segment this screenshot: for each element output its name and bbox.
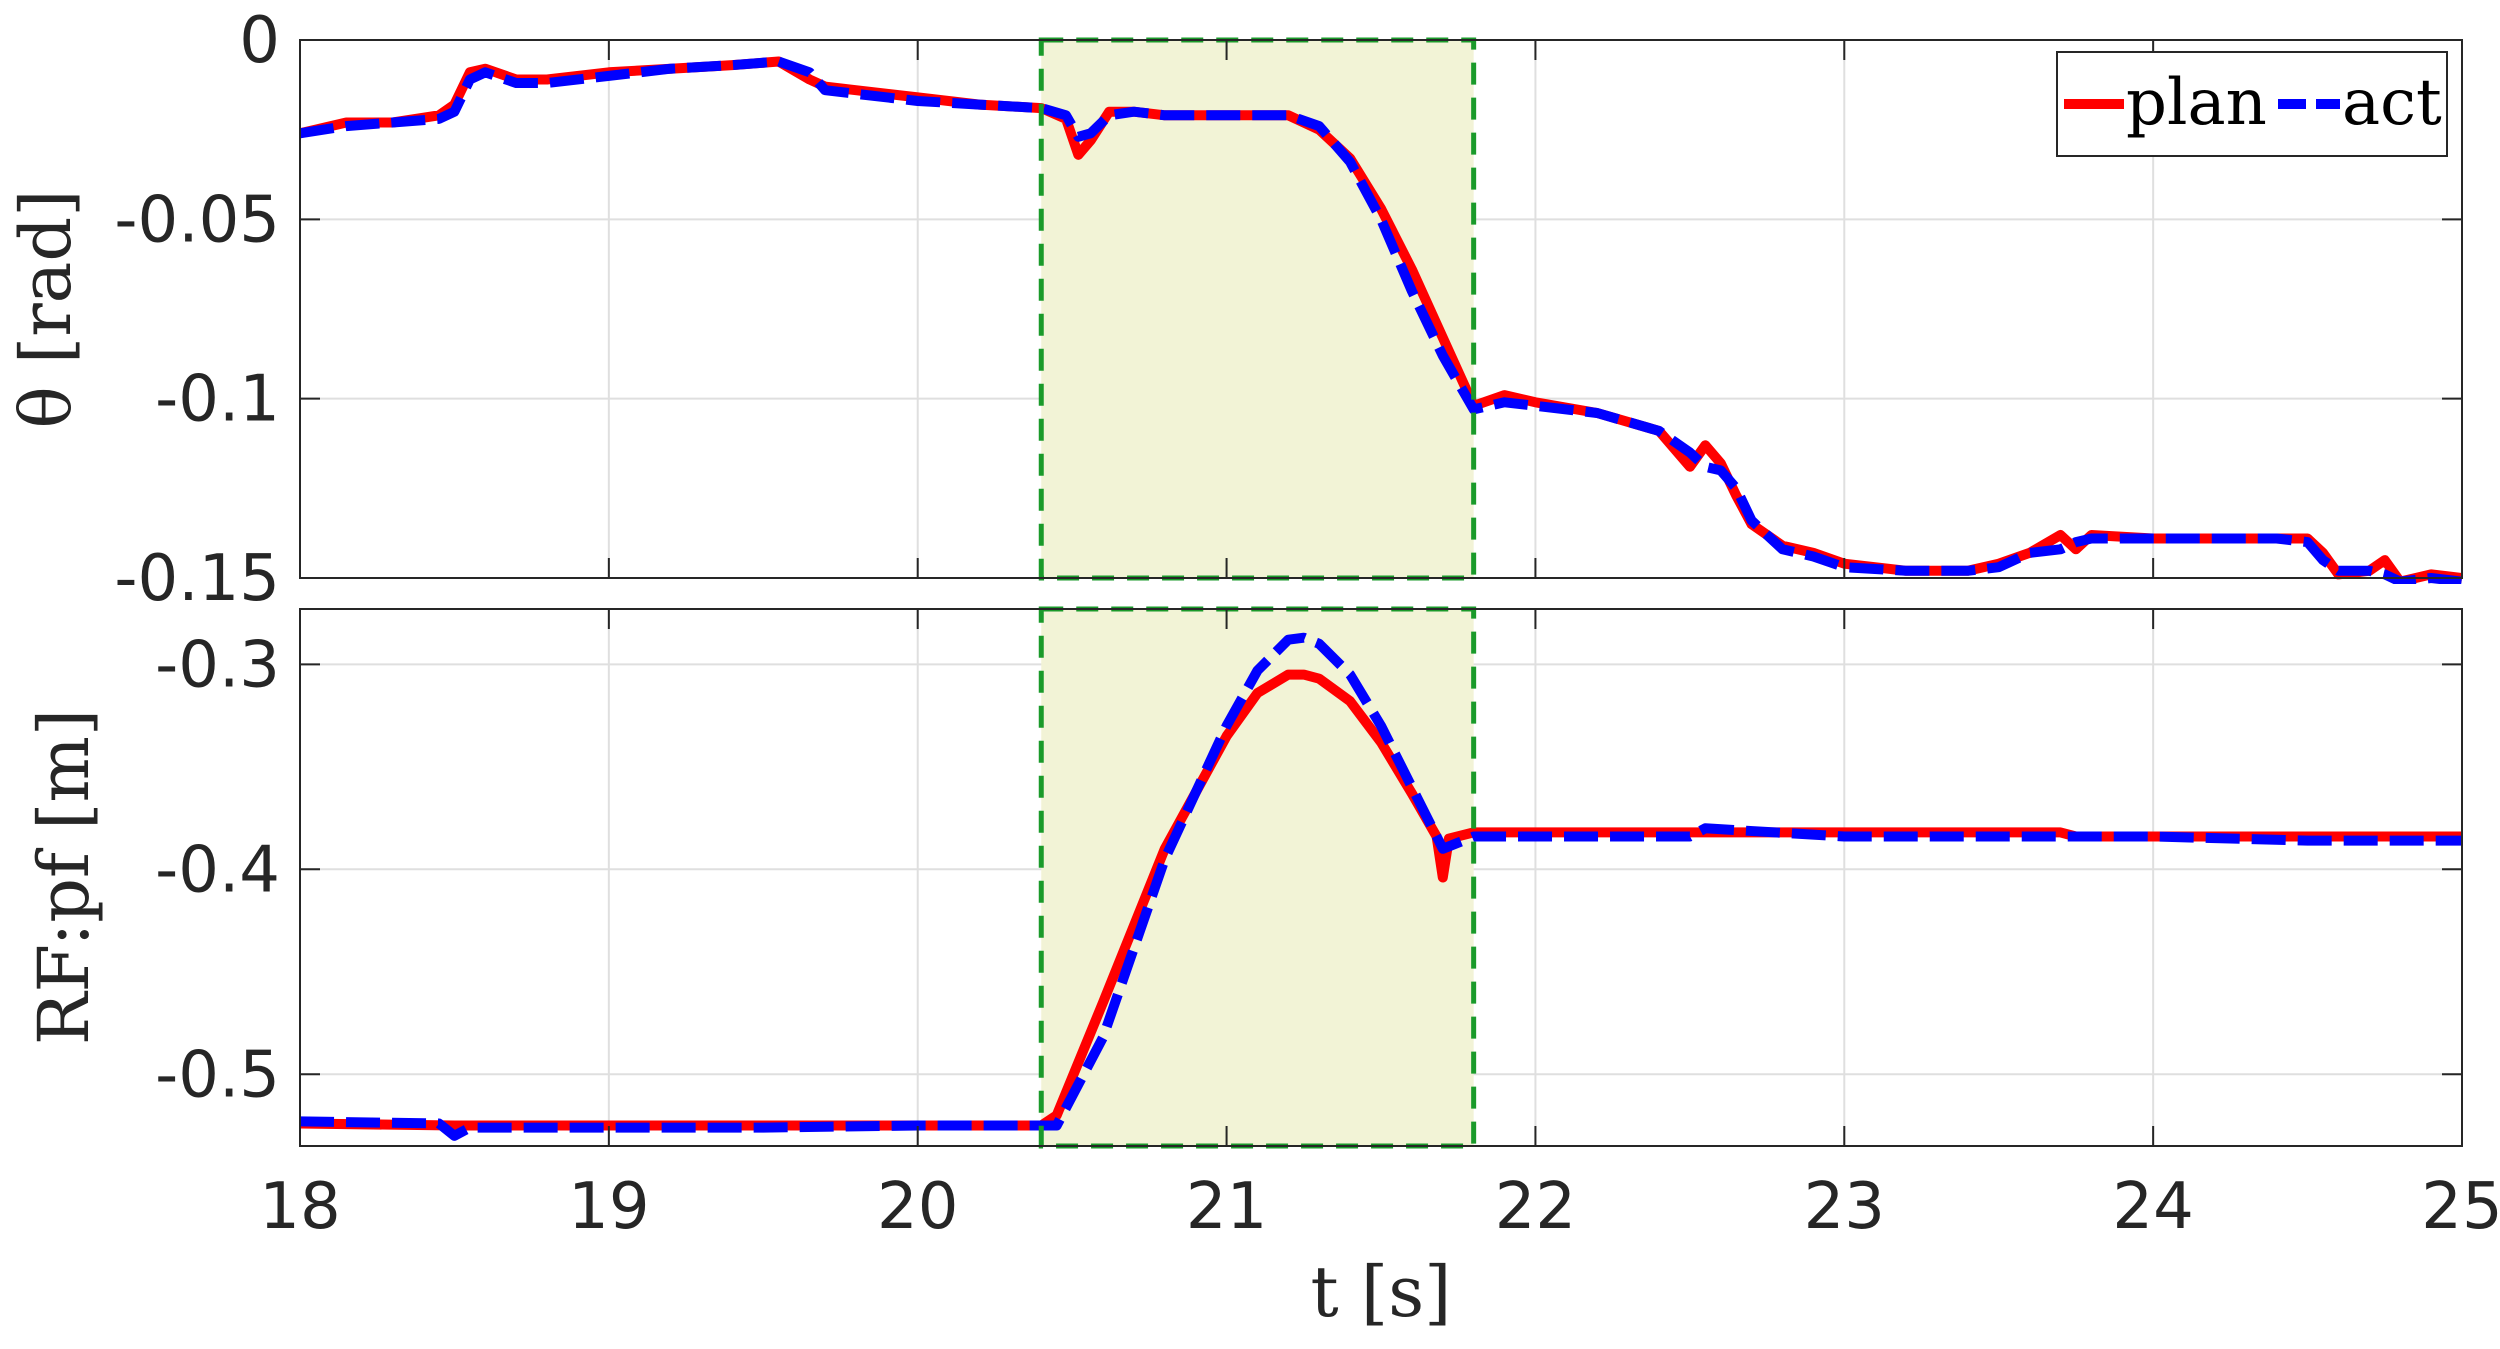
theta-series-layer (300, 56, 2462, 584)
xtick-label: 22 (1495, 1170, 1576, 1244)
theta-axes: 0 -0.05 -0.1 -0.15 θ [rad] plan act (5, 4, 2463, 616)
rf-pf-xticks: 18 19 20 21 22 23 24 25 (259, 609, 2500, 1244)
rf-pf-axes: -0.3-0.4-0.5 18 19 20 21 22 23 24 25 RF:pf [m] … (23, 606, 2500, 1333)
theta-ytick-label: -0.05 (114, 183, 280, 257)
rf-pf-yticks: -0.3 -0.4 -0.5 (155, 628, 2462, 1112)
theta-ytick-label: 0 (239, 4, 280, 78)
theta-ytick-label: -0.15 (114, 542, 280, 616)
xtick-label: 24 (2112, 1170, 2193, 1244)
legend-act-label: act (2342, 66, 2442, 140)
xtick-label: 25 (2421, 1170, 2500, 1244)
theta-highlight-region (1041, 40, 1474, 578)
theta-yticks: 0 -0.05 -0.1 -0.15 (114, 4, 2463, 616)
legend-plan-label: plan (2126, 66, 2267, 140)
xtick-label: 23 (1804, 1170, 1885, 1244)
xtick-label: 19 (568, 1170, 649, 1244)
theta-axes-frame (299, 39, 2463, 579)
rf-pf-ylabel: RF:pf [m] (23, 709, 105, 1045)
theta-ylabel: θ [rad] (5, 189, 87, 428)
theta-ytick-label: -0.1 (155, 363, 280, 437)
rf-pf-ytick-label: -0.3 (155, 628, 280, 702)
rf-pf-ytick-label: -0.4 (155, 833, 280, 907)
rf-pf-series-act (300, 632, 2462, 1141)
legend: plan act (2056, 51, 2448, 157)
x-axis-label: t [s] (1311, 1251, 1452, 1333)
theta-series-act (300, 56, 2462, 584)
xtick-label: 21 (1186, 1170, 1267, 1244)
rf-pf-ytick-label: -0.5 (155, 1038, 280, 1112)
rf-pf-series-layer (300, 632, 2462, 1141)
xtick-label: 20 (877, 1170, 958, 1244)
xtick-label: 18 (259, 1170, 340, 1244)
rf-pf-axes-frame (299, 608, 2463, 1147)
